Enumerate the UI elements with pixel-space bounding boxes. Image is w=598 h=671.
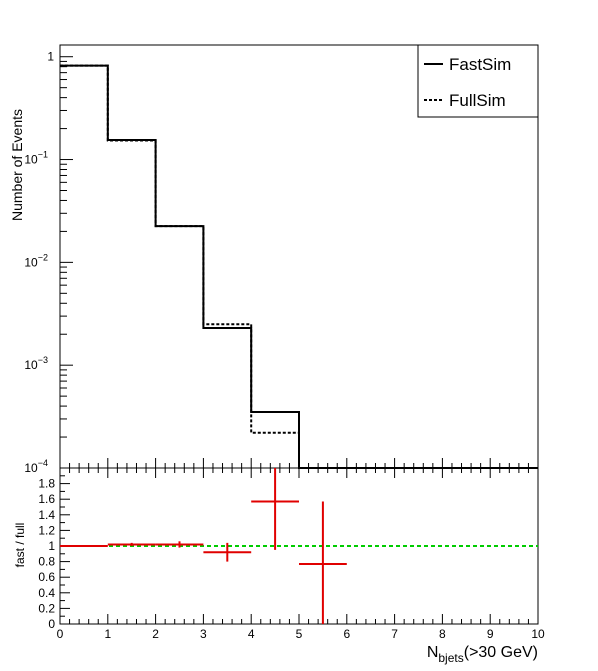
x-tick-labels: 0 1 2 3 4 5 6 7 8 9 10	[57, 627, 545, 641]
x-tick-label: 0	[57, 627, 64, 641]
ratio-y-tick-label: 1	[48, 539, 55, 553]
x-tick-label: 4	[248, 627, 255, 641]
ratio-y-tick-label: 0.8	[38, 555, 55, 569]
ratio-y-tick-label: 1.8	[38, 477, 55, 491]
x-axis-title: Nbjets(>30 GeV)	[427, 644, 538, 665]
top-y-tick-exponent: −4	[38, 458, 48, 468]
ratio-points	[60, 468, 347, 624]
x-tick-label: 6	[343, 627, 350, 641]
x-tick-label: 9	[487, 627, 494, 641]
top-y-tick-base: 10	[24, 358, 38, 372]
legend-frame	[417, 44, 539, 118]
top-y-tick-label: 10−2	[24, 252, 48, 269]
top-y-tick-exponent: −2	[38, 252, 48, 262]
ratio-y-tick-label: 0.2	[38, 601, 55, 615]
top-y-tick-base: 1	[47, 50, 54, 64]
ratio-y-tick-label: 0.6	[38, 570, 55, 584]
top-y-tick-exponent: −1	[38, 150, 48, 160]
legend: FastSim FullSim	[417, 44, 539, 118]
top-y-tick-base: 10	[24, 153, 38, 167]
top-y-tick-labels: 110−110−210−310−4	[24, 50, 54, 475]
ratio-y-tick-label: 1.4	[38, 508, 55, 522]
x-tick-label: 3	[200, 627, 207, 641]
x-tick-label: 8	[439, 627, 446, 641]
ratio-y-tick-label: 0.4	[38, 586, 55, 600]
legend-label-fullsim: FullSim	[449, 91, 506, 110]
ratio-ticks	[59, 468, 539, 625]
y-axis-title: Number of Events	[9, 109, 25, 221]
x-tick-label: 1	[104, 627, 111, 641]
top-y-tick-base: 10	[24, 461, 38, 475]
ratio-axis-title: fast / full	[13, 523, 27, 568]
x-tick-label: 7	[391, 627, 398, 641]
ratio-y-tick-labels: 0 0.20.4 0.60.8 1 1.21.4 1.61.8	[38, 477, 55, 631]
top-y-tick-label: 10−1	[24, 150, 48, 167]
ratio-y-tick-label: 1.6	[38, 492, 55, 506]
top-y-tick-label: 10−4	[24, 458, 48, 475]
ratio-y-tick-label: 0	[48, 617, 55, 631]
ratio-y-tick-label: 1.2	[38, 523, 55, 537]
top-y-tick-label: 1	[47, 50, 54, 64]
legend-label-fastsim: FastSim	[449, 55, 511, 74]
x-tick-label: 2	[152, 627, 159, 641]
top-y-tick-base: 10	[24, 255, 38, 269]
top-y-tick-label: 10−3	[24, 355, 48, 372]
ratio-plot: 00.20.40.60.811.21.41.61.8 0 1 2 3 4 5 6 7 8 9 10 …	[13, 467, 545, 665]
x-tick-label: 10	[531, 627, 545, 641]
x-tick-label: 5	[296, 627, 303, 641]
top-y-tick-exponent: −3	[38, 355, 48, 365]
